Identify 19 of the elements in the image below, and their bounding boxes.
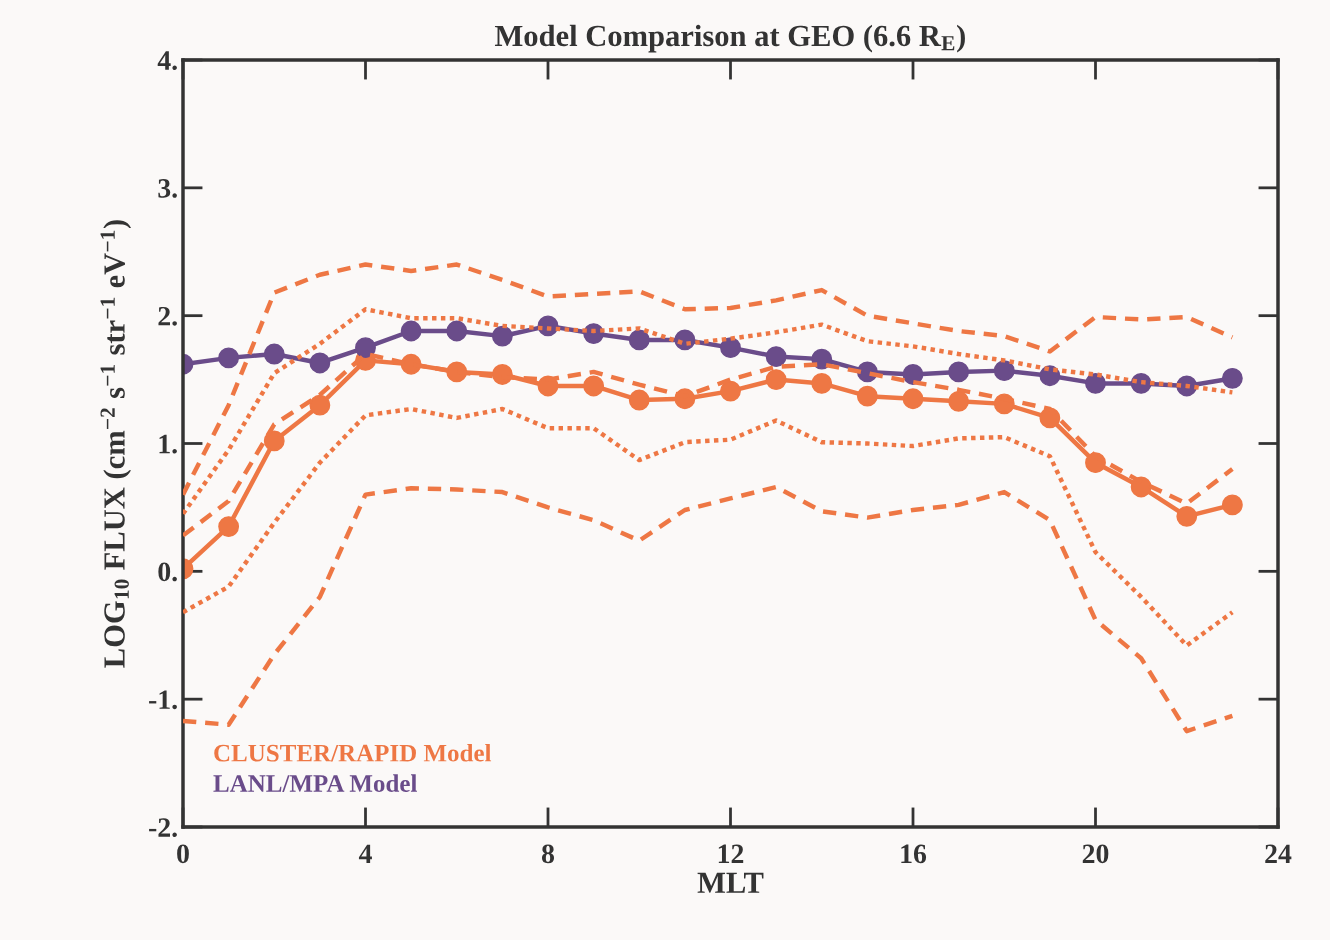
y-tick-label: 1.	[159, 434, 177, 454]
y-tick-label: 3.	[158, 179, 177, 198]
x-axis-title: MLT	[697, 872, 764, 893]
x-tick-label: 24	[1265, 844, 1292, 863]
y-tick-label: 0.	[158, 562, 177, 582]
x-tick-label: 20	[1082, 844, 1109, 864]
y-tick-label: -2.	[149, 818, 177, 838]
text: CLUSTER/RAPID Model	[214, 744, 492, 762]
x-tick-label: 8	[541, 844, 555, 864]
x-tick-label: 0	[177, 844, 189, 864]
text: LANL/MPA Model	[213, 774, 417, 792]
x-tick-label: 4	[358, 844, 372, 863]
y-tick-label: 2.	[158, 306, 177, 326]
chart-title: Model Comparison at GEO (6.6 R$_{E}$)	[494, 24, 965, 53]
text: LOG$_{10}$ FLUX (cm$^{−2}$ s$^{−1}$ str$^{−1}$ eV$^{−1}$)	[100, 220, 132, 668]
y-tick-label: 4.	[157, 51, 177, 71]
x-tick-label: 12	[718, 844, 744, 863]
x-tick-label: 16	[901, 844, 927, 864]
y-tick-label: -1.	[149, 690, 177, 710]
